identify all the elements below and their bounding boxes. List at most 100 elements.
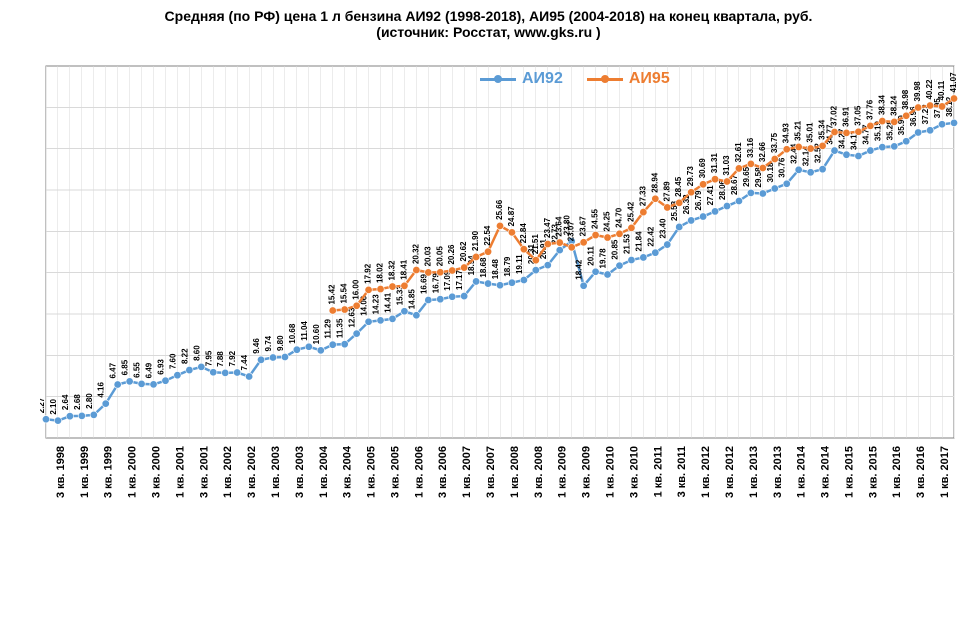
svg-text:30.76: 30.76 — [778, 157, 787, 178]
svg-text:7.95: 7.95 — [204, 350, 213, 366]
svg-text:18.02: 18.02 — [376, 262, 385, 283]
svg-text:15.42: 15.42 — [328, 284, 337, 305]
svg-text:3 кв. 2004: 3 кв. 2004 — [342, 445, 354, 498]
svg-text:24.55: 24.55 — [591, 208, 600, 229]
svg-text:1 кв. 2004: 1 кв. 2004 — [318, 445, 330, 498]
svg-text:7.88: 7.88 — [216, 351, 225, 367]
svg-text:6.85: 6.85 — [121, 359, 130, 375]
svg-text:25.42: 25.42 — [626, 201, 635, 222]
svg-text:12.63: 12.63 — [348, 307, 357, 328]
svg-text:14.85: 14.85 — [407, 289, 416, 310]
svg-text:2.10: 2.10 — [49, 399, 58, 415]
svg-text:1 кв. 2010: 1 кв. 2010 — [605, 446, 617, 498]
svg-text:3 кв. 2015: 3 кв. 2015 — [867, 446, 879, 498]
svg-text:3 кв. 2011: 3 кв. 2011 — [676, 446, 688, 497]
svg-text:27.33: 27.33 — [638, 186, 647, 207]
svg-text:1 кв. 2017: 1 кв. 2017 — [939, 446, 951, 498]
svg-text:24.25: 24.25 — [603, 211, 612, 232]
legend-label: АИ92 — [522, 70, 563, 88]
svg-text:11.29: 11.29 — [324, 319, 333, 339]
svg-text:3 кв. 2010: 3 кв. 2010 — [628, 446, 640, 498]
svg-text:17.17: 17.17 — [455, 269, 464, 290]
svg-text:7.92: 7.92 — [228, 350, 237, 366]
svg-text:3 кв. 2006: 3 кв. 2006 — [437, 446, 449, 498]
svg-text:14.41: 14.41 — [383, 292, 392, 313]
svg-text:31.31: 31.31 — [710, 153, 719, 174]
svg-text:9.74: 9.74 — [264, 335, 273, 351]
svg-text:19.11: 19.11 — [515, 254, 524, 274]
svg-text:28.45: 28.45 — [674, 176, 683, 197]
svg-text:2.80: 2.80 — [85, 393, 94, 409]
svg-text:7.44: 7.44 — [240, 354, 249, 370]
svg-text:26.79: 26.79 — [694, 190, 703, 211]
svg-text:20.32: 20.32 — [411, 243, 420, 264]
svg-text:10.60: 10.60 — [312, 324, 321, 345]
svg-text:20.03: 20.03 — [423, 246, 432, 267]
svg-text:3 кв. 1998: 3 кв. 1998 — [55, 446, 67, 498]
svg-text:21.90: 21.90 — [471, 230, 480, 251]
svg-text:33.16: 33.16 — [746, 137, 755, 158]
svg-text:21.53: 21.53 — [622, 233, 631, 254]
svg-text:35.01: 35.01 — [806, 122, 815, 143]
svg-text:32.61: 32.61 — [734, 142, 743, 163]
svg-text:2.27: 2.27 — [40, 397, 46, 413]
svg-text:37.05: 37.05 — [853, 105, 862, 126]
svg-text:1 кв. 2006: 1 кв. 2006 — [413, 446, 425, 498]
svg-text:4.16: 4.16 — [97, 381, 106, 397]
svg-text:3 кв. 2008: 3 кв. 2008 — [533, 446, 545, 498]
svg-text:40.11: 40.11 — [937, 80, 946, 100]
svg-text:1 кв. 1999: 1 кв. 1999 — [79, 446, 91, 498]
svg-text:11.35: 11.35 — [336, 318, 345, 338]
legend-label: АИ95 — [629, 70, 670, 88]
svg-text:38.24: 38.24 — [889, 95, 898, 116]
legend-item: АИ92 — [480, 70, 563, 88]
svg-text:1 кв. 1998: 1 кв. 1998 — [40, 446, 43, 498]
svg-text:1 кв. 2009: 1 кв. 2009 — [557, 446, 569, 498]
svg-text:1 кв. 2012: 1 кв. 2012 — [700, 446, 712, 498]
svg-text:9.80: 9.80 — [276, 335, 285, 351]
svg-text:1 кв. 2000: 1 кв. 2000 — [127, 446, 139, 498]
svg-text:1 кв. 2014: 1 кв. 2014 — [796, 445, 808, 498]
svg-text:37.02: 37.02 — [830, 105, 839, 126]
svg-text:20.85: 20.85 — [610, 239, 619, 260]
svg-text:22.84: 22.84 — [519, 223, 528, 244]
svg-text:23.67: 23.67 — [579, 216, 588, 237]
svg-text:32.66: 32.66 — [758, 141, 767, 162]
svg-text:18.68: 18.68 — [479, 257, 488, 278]
chart-title: Средняя (по РФ) цена 1 л бензина АИ92 (1… — [0, 0, 977, 24]
svg-text:18.32: 18.32 — [387, 260, 396, 281]
svg-text:15.54: 15.54 — [340, 283, 349, 304]
svg-text:10.68: 10.68 — [288, 323, 297, 344]
svg-text:6.49: 6.49 — [145, 362, 154, 378]
svg-text:35.34: 35.34 — [818, 119, 827, 140]
svg-text:3 кв. 2014: 3 кв. 2014 — [820, 445, 832, 498]
chart-subtitle: (источник: Росстат, www.gks.ru ) — [0, 24, 977, 44]
svg-text:33.75: 33.75 — [770, 132, 779, 153]
svg-text:1 кв. 2011: 1 кв. 2011 — [652, 446, 664, 497]
svg-text:23.64: 23.64 — [555, 216, 564, 237]
svg-text:3 кв. 2000: 3 кв. 2000 — [151, 446, 163, 498]
legend: АИ92 АИ95 — [480, 70, 670, 88]
svg-text:20.11: 20.11 — [587, 246, 596, 266]
svg-text:18.48: 18.48 — [491, 259, 500, 280]
svg-text:36.91: 36.91 — [841, 106, 850, 127]
plot-area: 0.005.0010.0015.0020.0025.0030.0035.0040… — [40, 60, 960, 538]
svg-text:21.84: 21.84 — [634, 231, 643, 252]
svg-text:7.60: 7.60 — [168, 353, 177, 369]
svg-text:3 кв. 1999: 3 кв. 1999 — [103, 446, 115, 498]
svg-text:34.93: 34.93 — [782, 123, 791, 144]
svg-text:1 кв. 2015: 1 кв. 2015 — [843, 446, 855, 498]
svg-text:17.92: 17.92 — [364, 263, 373, 284]
svg-text:3 кв. 2012: 3 кв. 2012 — [724, 446, 736, 498]
svg-text:1 кв. 2007: 1 кв. 2007 — [461, 446, 473, 498]
svg-text:21.51: 21.51 — [531, 234, 540, 255]
svg-text:6.55: 6.55 — [133, 362, 142, 378]
svg-text:3 кв. 2005: 3 кв. 2005 — [389, 446, 401, 498]
svg-text:1 кв. 2008: 1 кв. 2008 — [509, 446, 521, 498]
svg-text:3 кв. 2007: 3 кв. 2007 — [485, 446, 497, 498]
svg-text:23.07: 23.07 — [567, 221, 576, 242]
svg-text:20.62: 20.62 — [459, 241, 468, 262]
svg-text:25.66: 25.66 — [495, 199, 504, 220]
svg-text:22.42: 22.42 — [646, 226, 655, 247]
svg-text:1 кв. 2003: 1 кв. 2003 — [270, 446, 282, 498]
